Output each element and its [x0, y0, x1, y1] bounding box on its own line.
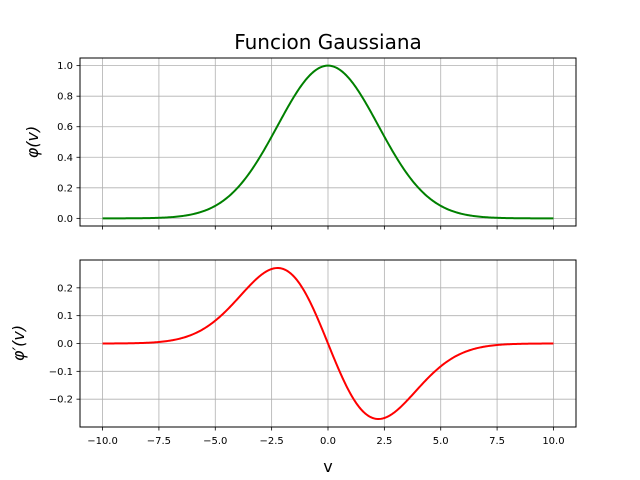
top-y-tick-label: 0.8 [57, 92, 73, 103]
bottom-panel: −0.2 −0.1 0.0 0.1 0.2 −10.0 −7.5 −5.0 −2.5 0.0 2.… [9, 259, 577, 447]
x-tick-label: 5.0 [433, 436, 449, 447]
x-tick-label: −2.5 [259, 436, 283, 447]
bottom-y-tick-label: 0.2 [57, 283, 73, 294]
chart-title: Funcion Gaussiana [234, 30, 422, 54]
derivative-line [102, 267, 554, 420]
top-y-tick-label: 0.6 [57, 122, 73, 133]
top-panel: 0.0 0.2 0.4 0.6 0.8 1.0 φ(v) [23, 57, 577, 230]
bottom-y-tick-label: 0.0 [57, 339, 73, 350]
top-y-tick-label: 0.2 [57, 183, 73, 194]
top-y-axis-label: φ(v) [23, 126, 42, 159]
top-x-ticks [102, 226, 554, 230]
top-grid [80, 58, 576, 226]
x-tick-label: 2.5 [376, 436, 392, 447]
gaussian-line [102, 64, 554, 220]
bottom-y-tick-label: −0.2 [49, 395, 73, 406]
x-tick-label: −7.5 [147, 436, 171, 447]
bottom-y-axis-label: φ′(v) [9, 325, 28, 361]
bottom-y-tick-label: −0.1 [49, 367, 73, 378]
x-axis-label: v [323, 457, 332, 476]
top-y-tick-label: 1.0 [57, 61, 73, 72]
bottom-x-ticks: −10.0 −7.5 −5.0 −2.5 0.0 2.5 5.0 7.5 10.0 [87, 427, 565, 447]
top-y-tick-label: 0.4 [57, 153, 73, 164]
x-tick-label: 7.5 [489, 436, 505, 447]
x-tick-label: 10.0 [542, 436, 564, 447]
bottom-y-tick-label: 0.1 [57, 311, 73, 322]
x-tick-label: −10.0 [87, 436, 118, 447]
x-tick-label: −5.0 [203, 436, 227, 447]
bottom-grid [80, 260, 576, 427]
top-y-ticks: 0.0 0.2 0.4 0.6 0.8 1.0 [57, 61, 80, 225]
top-y-tick-label: 0.0 [57, 214, 73, 225]
bottom-y-ticks: −0.2 −0.1 0.0 0.1 0.2 [49, 283, 80, 406]
x-tick-label: 0.0 [320, 436, 336, 447]
